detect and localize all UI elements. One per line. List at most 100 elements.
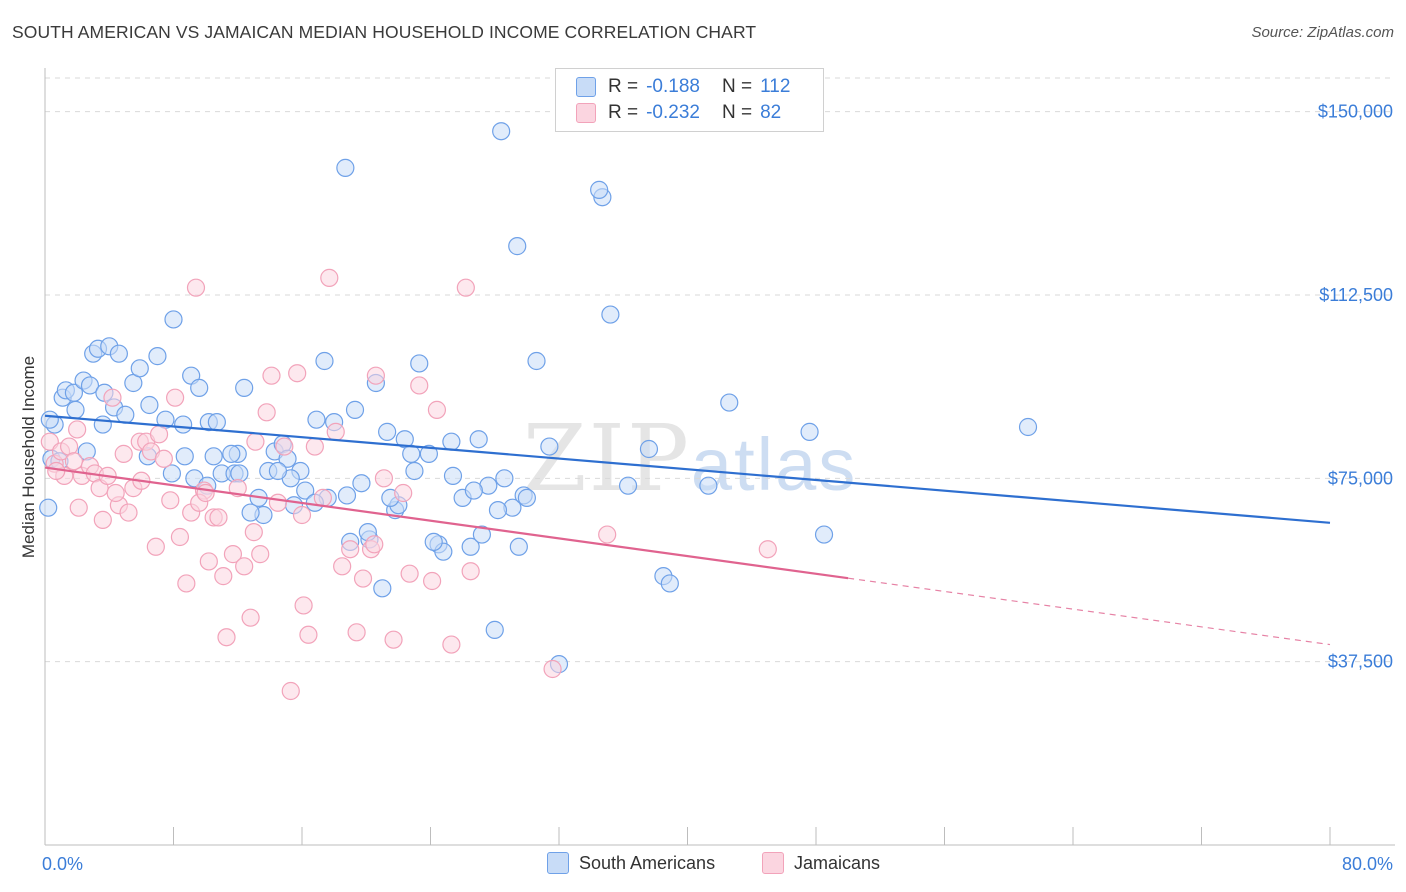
south-americans-point — [207, 413, 226, 432]
south-americans-point — [443, 466, 463, 485]
south-americans-point — [296, 481, 315, 500]
jamaicans-point — [341, 540, 360, 559]
south-americans-point — [472, 525, 491, 544]
jamaicans-point — [119, 503, 138, 522]
south-americans-point — [140, 395, 159, 415]
south-americans-point — [814, 525, 834, 544]
jamaicans-point — [223, 545, 243, 564]
jamaicans-point — [320, 268, 339, 287]
south-americans-point — [419, 444, 438, 463]
south-americans-point — [204, 447, 223, 466]
watermark: ZIPatlas — [523, 405, 857, 512]
jamaicans-point — [93, 510, 112, 529]
jamaicans-point — [410, 376, 429, 395]
south-americans-point — [639, 439, 659, 459]
jamaicans-point — [262, 366, 281, 385]
jamaicans-point — [333, 557, 352, 576]
jamaicans-point — [244, 523, 263, 542]
jamaicans-point — [366, 366, 385, 385]
south-americans-point — [268, 461, 288, 481]
trend-lines — [44, 414, 1331, 646]
jamaicans-trend-line — [44, 466, 849, 580]
jamaicans-point — [209, 508, 228, 527]
stats-row-jamaicans: R = -0.232 N = 82 — [576, 100, 781, 126]
jamaicans-point — [758, 540, 777, 559]
jamaicans-point — [427, 400, 447, 419]
jamaicans-point — [374, 469, 394, 488]
south-americans-point — [190, 378, 209, 397]
south-americans-point — [540, 437, 559, 456]
jamaicans-point — [228, 479, 247, 498]
jamaicans-point — [288, 364, 307, 383]
jamaicans-point — [68, 420, 87, 439]
south-americans-point — [93, 415, 112, 434]
r-label: R = — [608, 102, 639, 123]
south-americans-point — [222, 444, 241, 463]
south-americans-point — [174, 415, 193, 434]
jamaicans-point — [196, 483, 215, 503]
jamaicans-point — [114, 444, 133, 463]
x-tick-label: 0.0% — [42, 854, 83, 874]
south-americans-point — [410, 354, 429, 373]
south-americans-point — [307, 410, 326, 429]
jamaicans-point — [543, 659, 562, 679]
south-americans-point — [699, 476, 718, 495]
jamaicans-point — [170, 527, 190, 547]
legend-item-jamaicans: Jamaicans — [762, 852, 880, 874]
south-americans-point — [80, 376, 100, 395]
south-americans-point — [601, 305, 620, 324]
jamaicans-point — [161, 491, 180, 510]
jamaicans-point — [326, 422, 345, 441]
south-americans-point — [492, 122, 511, 141]
r-value: -0.188 — [646, 76, 700, 97]
south-americans-point — [378, 422, 397, 441]
stats-legend: R = -0.188 N = 112 R = -0.232 N = 82 — [555, 68, 824, 132]
tick-labels: $37,500 $75,000 $112,500 $150,000 0.0% 80.0% — [42, 102, 1393, 874]
south-americans-legend-swatch — [547, 852, 569, 874]
south-americans-point — [517, 488, 536, 507]
south-americans-point — [337, 486, 357, 505]
south-americans-point — [116, 405, 135, 424]
y-tick-label: $37,500 — [1328, 652, 1393, 672]
jamaicans-point — [442, 635, 461, 654]
jamaicans-swatch — [576, 103, 596, 123]
south-americans-point — [336, 158, 355, 177]
south-americans-point — [235, 378, 254, 397]
x-tick-label: 80.0% — [1342, 854, 1393, 874]
n-label: N = — [721, 76, 753, 97]
r-label: R = — [608, 76, 639, 97]
jamaicans-point — [217, 628, 236, 647]
south-americans-point — [495, 469, 514, 488]
south-americans-point — [402, 444, 421, 463]
legend-label: Jamaicans — [794, 852, 881, 873]
y-tick-label: $112,500 — [1319, 285, 1393, 305]
south-americans-point — [66, 400, 85, 419]
south-americans-point — [464, 481, 483, 500]
south-americans-point — [800, 422, 819, 441]
south-americans-point — [508, 237, 527, 256]
jamaicans-point — [251, 545, 270, 564]
south-americans-point — [405, 461, 424, 481]
jamaicans-point — [275, 437, 294, 456]
south-americans-point — [469, 430, 488, 449]
n-value: 82 — [760, 102, 782, 123]
south-americans-point — [485, 620, 504, 639]
jamaicans-point — [214, 567, 233, 586]
south-americans-point — [373, 579, 392, 598]
south-americans-point — [39, 498, 58, 517]
jamaicans-point — [199, 552, 218, 571]
legend-item-south-americans: South Americans — [547, 852, 715, 874]
jamaicans-point — [154, 449, 173, 468]
jamaicans-point — [299, 625, 318, 644]
south-americans-trend-line — [44, 414, 1331, 524]
jamaicans-point — [257, 403, 276, 422]
r-value: -0.232 — [646, 102, 700, 123]
south-americans-point — [660, 574, 679, 593]
chart-source: Source: ZipAtlas.com — [1251, 24, 1394, 41]
jamaicans-point — [353, 569, 373, 588]
south-americans-point — [164, 310, 183, 329]
jamaicans-point — [365, 535, 384, 554]
jamaicans-point — [149, 425, 169, 444]
jamaicans-point — [347, 623, 366, 642]
